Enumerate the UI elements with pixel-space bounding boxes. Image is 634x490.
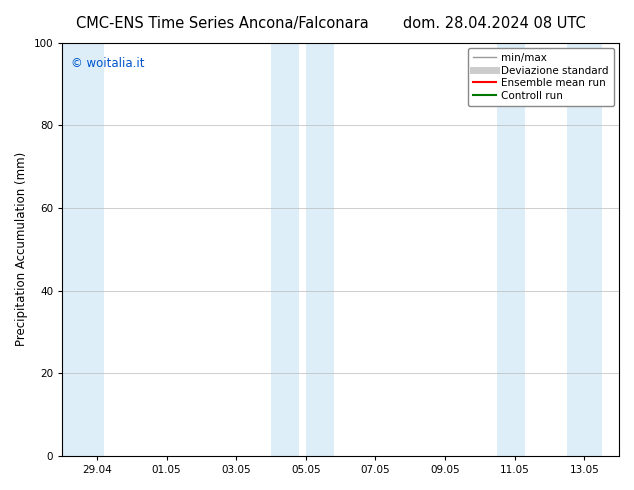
Y-axis label: Precipitation Accumulation (mm): Precipitation Accumulation (mm) <box>15 152 28 346</box>
Legend: min/max, Deviazione standard, Ensemble mean run, Controll run: min/max, Deviazione standard, Ensemble m… <box>468 48 614 106</box>
Bar <box>497 43 525 456</box>
Text: dom. 28.04.2024 08 UTC: dom. 28.04.2024 08 UTC <box>403 16 586 31</box>
Text: © woitalia.it: © woitalia.it <box>70 57 144 70</box>
Bar <box>271 43 299 456</box>
Bar <box>306 43 333 456</box>
Text: CMC-ENS Time Series Ancona/Falconara: CMC-ENS Time Series Ancona/Falconara <box>75 16 368 31</box>
Bar <box>567 43 602 456</box>
Bar <box>62 43 104 456</box>
